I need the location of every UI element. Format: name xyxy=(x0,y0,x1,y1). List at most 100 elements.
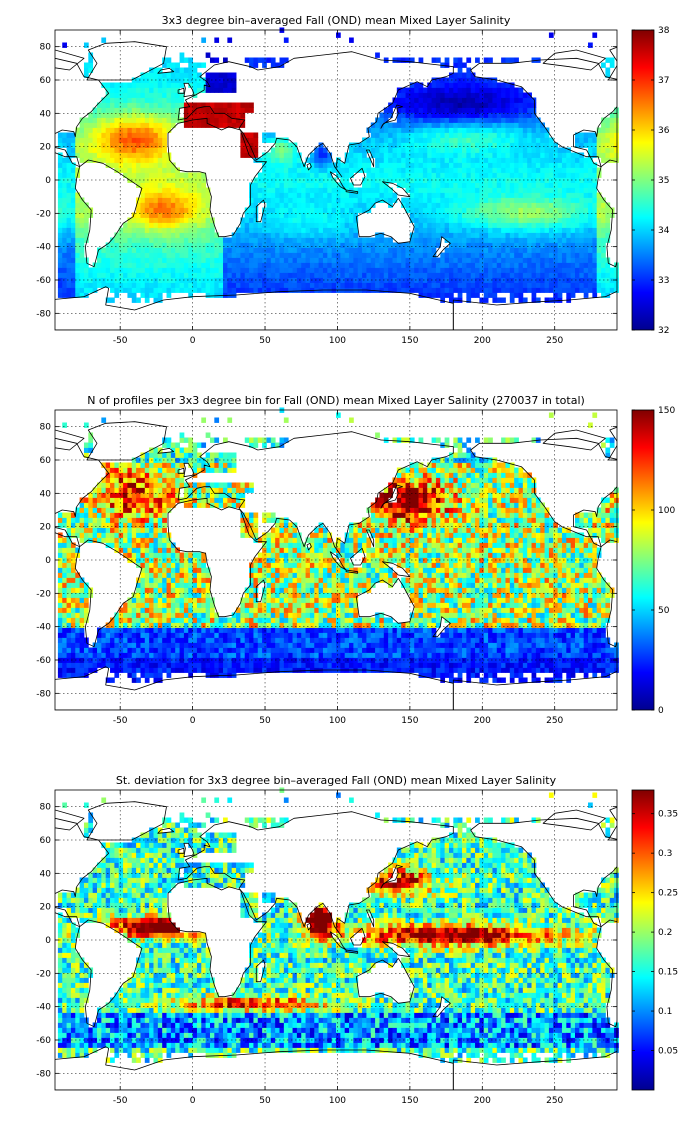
heatmap-cell xyxy=(149,87,154,93)
heatmap-cell xyxy=(62,562,67,568)
heatmap-cell xyxy=(540,262,545,268)
heatmap-cell xyxy=(548,142,554,148)
heatmap-cell xyxy=(188,62,194,68)
heatmap-cell xyxy=(448,107,454,113)
heatmap-cell xyxy=(123,282,128,288)
heatmap-cell xyxy=(535,152,541,158)
colorbar-tick-label: 33 xyxy=(658,276,669,286)
heatmap-cell xyxy=(257,247,263,253)
heatmap-cell xyxy=(236,232,241,238)
heatmap-cell xyxy=(283,212,289,218)
heatmap-cell xyxy=(396,87,402,93)
heatmap-cell xyxy=(535,192,541,198)
heatmap-cell xyxy=(470,162,476,168)
heatmap-cell xyxy=(544,172,550,178)
heatmap-cell xyxy=(453,287,459,293)
heatmap-cell xyxy=(379,272,385,278)
heatmap-cell xyxy=(110,477,115,483)
heatmap-cell xyxy=(431,247,437,253)
heatmap-cell xyxy=(448,282,454,288)
heatmap-cell xyxy=(509,247,515,253)
heatmap-cell xyxy=(453,127,459,133)
heatmap-cell xyxy=(392,157,398,163)
heatmap-cell xyxy=(101,647,107,653)
heatmap-cell xyxy=(157,217,163,223)
heatmap-cell xyxy=(79,202,85,208)
heatmap-cell xyxy=(422,292,428,298)
heatmap-cell xyxy=(592,267,598,273)
heatmap-cell xyxy=(453,272,459,278)
heatmap-cell xyxy=(405,137,411,143)
heatmap-cell xyxy=(175,102,180,108)
heatmap-cell xyxy=(149,197,154,203)
heatmap-cell xyxy=(470,277,476,283)
heatmap-cell xyxy=(601,232,606,238)
heatmap-cell xyxy=(514,92,519,98)
coastline xyxy=(689,118,696,236)
heatmap-cell xyxy=(349,282,354,288)
heatmap-cell xyxy=(105,242,111,248)
heatmap-cell xyxy=(209,72,215,78)
heatmap-cell xyxy=(118,657,124,663)
heatmap-cell xyxy=(236,112,241,118)
heatmap-cell xyxy=(149,127,154,133)
heatmap-cell xyxy=(118,547,124,553)
heatmap-cell xyxy=(144,172,150,178)
heatmap-cell xyxy=(418,237,424,243)
heatmap-cell xyxy=(505,152,511,158)
heatmap-cell xyxy=(118,147,124,153)
heatmap-cell xyxy=(92,642,98,648)
heatmap-cell xyxy=(535,212,541,218)
heatmap-cell xyxy=(110,107,115,113)
heatmap-cell xyxy=(409,282,415,288)
heatmap-cell xyxy=(275,192,280,198)
heatmap-cell xyxy=(162,162,167,168)
heatmap-cell xyxy=(592,257,598,263)
heatmap-cell xyxy=(514,262,519,268)
heatmap-cell xyxy=(70,652,76,658)
heatmap-cell xyxy=(518,297,524,303)
heatmap-cell xyxy=(370,262,376,268)
heatmap-cell xyxy=(392,167,398,173)
heatmap-cell xyxy=(110,652,115,658)
heatmap-cell xyxy=(427,92,432,98)
heatmap-cell xyxy=(540,177,545,183)
heatmap-cell xyxy=(196,192,202,198)
heatmap-cell xyxy=(435,112,441,118)
heatmap-cell xyxy=(157,187,163,193)
heatmap-cell xyxy=(440,77,446,83)
heatmap-cell xyxy=(322,197,328,203)
heatmap-cell xyxy=(309,202,315,208)
heatmap-cell xyxy=(70,167,76,173)
heatmap-cell xyxy=(453,137,459,143)
heatmap-cell xyxy=(75,217,81,223)
heatmap-cell xyxy=(236,267,241,273)
heatmap-cell xyxy=(166,127,172,133)
heatmap-cell xyxy=(140,292,146,298)
heatmap-cell xyxy=(62,132,67,138)
heatmap-cell xyxy=(592,247,598,253)
heatmap-cell xyxy=(279,222,285,228)
heatmap-cell xyxy=(362,207,367,213)
heatmap-cell xyxy=(83,662,89,668)
heatmap-cell xyxy=(209,82,215,88)
heatmap-cell xyxy=(136,157,141,163)
heatmap-cell xyxy=(66,282,72,288)
heatmap-cell xyxy=(305,157,311,163)
heatmap-cell xyxy=(127,597,133,603)
heatmap-cell xyxy=(305,257,311,263)
heatmap-cell xyxy=(418,152,424,158)
heatmap-cell xyxy=(496,282,502,288)
heatmap-cell xyxy=(149,117,154,123)
heatmap-cell xyxy=(110,662,115,668)
heatmap-cell xyxy=(435,172,441,178)
heatmap-cell xyxy=(479,222,485,228)
heatmap-cell xyxy=(418,192,424,198)
heatmap-cell xyxy=(105,492,111,498)
heatmap-cell xyxy=(453,162,459,168)
heatmap-cell xyxy=(244,262,250,268)
heatmap-cell xyxy=(509,262,515,268)
heatmap-cell xyxy=(283,182,289,188)
heatmap-cell xyxy=(218,287,224,293)
heatmap-cell xyxy=(70,177,76,183)
